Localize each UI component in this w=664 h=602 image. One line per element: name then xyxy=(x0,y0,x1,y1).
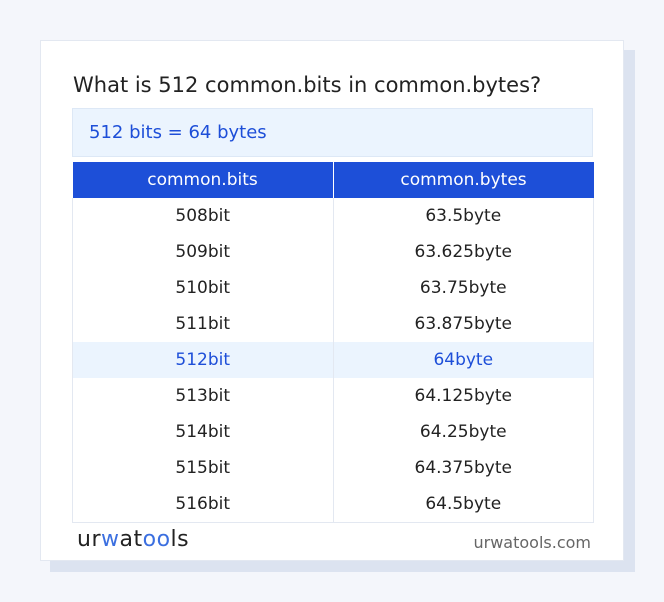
table-row: 509bit 63.625byte xyxy=(72,234,594,270)
bytes-cell: 64byte xyxy=(332,342,594,378)
bytes-cell: 64.375byte xyxy=(332,450,594,486)
table-row: 516bit 64.5byte xyxy=(72,486,594,523)
table-row: 515bit 64.375byte xyxy=(72,450,594,486)
bytes-cell: 63.75byte xyxy=(332,270,594,306)
table-row: 508bit 63.5byte xyxy=(72,198,594,234)
table-row-highlighted: 512bit 64byte xyxy=(72,342,594,378)
column-header-bytes: common.bytes xyxy=(332,162,594,198)
bits-cell: 508bit xyxy=(72,198,334,234)
bytes-cell: 64.125byte xyxy=(332,378,594,414)
bytes-cell: 63.875byte xyxy=(332,306,594,342)
table-row: 514bit 64.25byte xyxy=(72,414,594,450)
table-row: 513bit 64.125byte xyxy=(72,378,594,414)
bytes-cell: 63.5byte xyxy=(332,198,594,234)
site-link[interactable]: urwatools.com xyxy=(473,533,592,552)
bytes-cell: 64.5byte xyxy=(332,486,594,523)
bits-cell: 509bit xyxy=(72,234,334,270)
conversion-table: common.bits common.bytes 508bit 63.5byte 5… xyxy=(72,162,594,523)
bits-cell: 514bit xyxy=(72,414,334,450)
urwatools-logo[interactable]: urwatools xyxy=(77,527,190,552)
bits-cell: 512bit xyxy=(72,342,334,378)
bits-cell: 515bit xyxy=(72,450,334,486)
bytes-cell: 63.625byte xyxy=(332,234,594,270)
bits-cell: 510bit xyxy=(72,270,334,306)
conversion-card: What is 512 common.bits in common.bytes?… xyxy=(40,40,624,561)
column-header-bits: common.bits xyxy=(72,162,333,198)
bytes-cell: 64.25byte xyxy=(332,414,594,450)
table-row: 511bit 63.875byte xyxy=(72,306,594,342)
bits-cell: 511bit xyxy=(72,306,334,342)
table-row: 510bit 63.75byte xyxy=(72,270,594,306)
page-title: What is 512 common.bits in common.bytes? xyxy=(73,73,542,97)
bits-cell: 513bit xyxy=(72,378,334,414)
result-box: 512 bits = 64 bytes xyxy=(72,108,593,157)
bits-cell: 516bit xyxy=(72,486,334,523)
